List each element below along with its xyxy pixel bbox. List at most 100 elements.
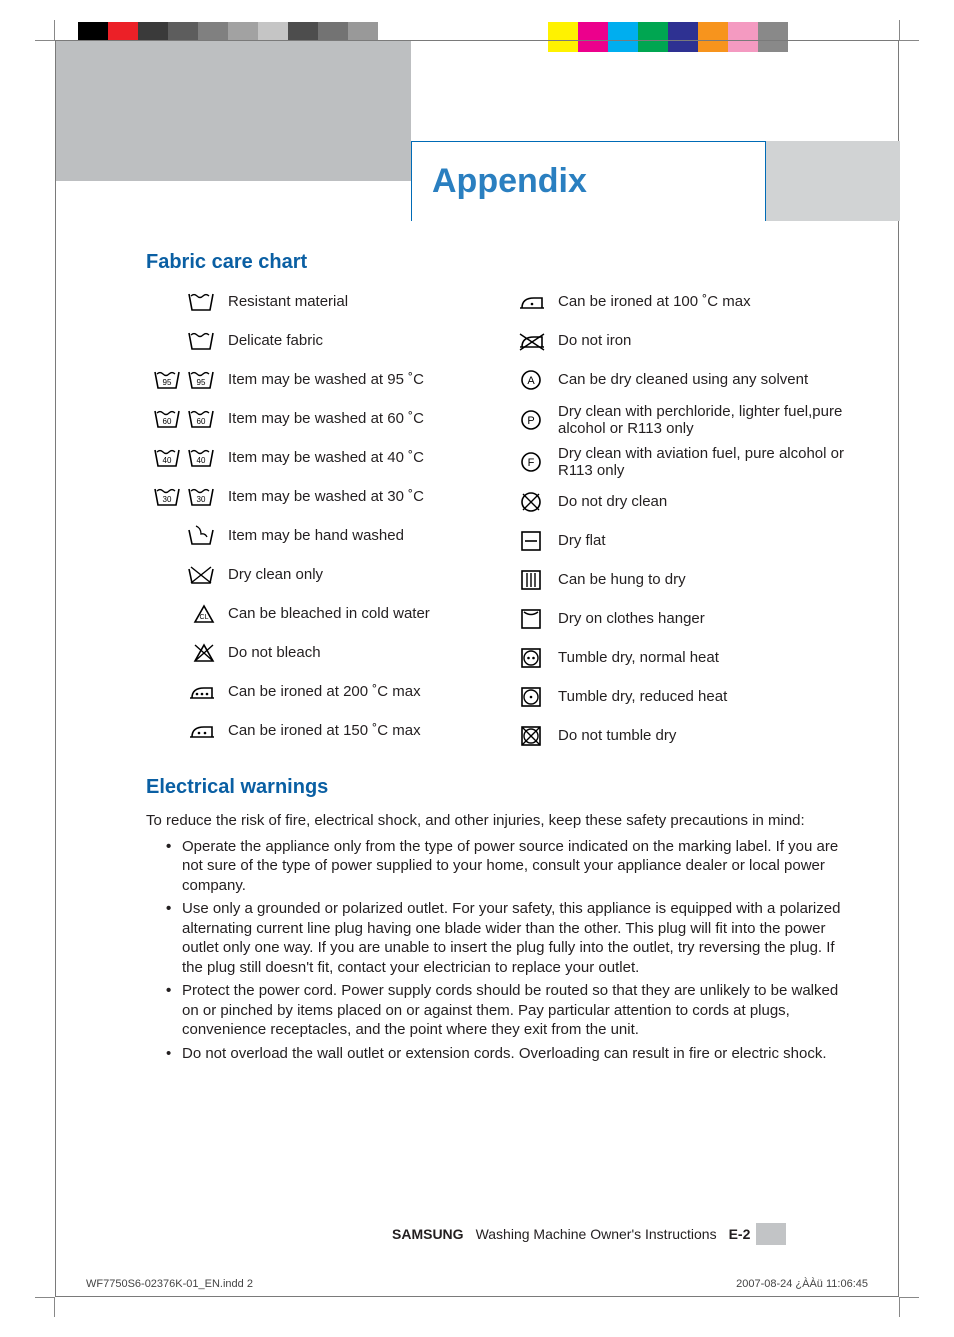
bleach-icon: CL: [146, 602, 216, 626]
chart-row: Can be hung to dry: [516, 564, 856, 596]
fabric-heading: Fabric care chart: [146, 251, 856, 274]
circle-f-icon: F: [516, 450, 546, 474]
no-tumble-icon: [516, 724, 546, 748]
chart-row: 60 60 Item may be washed at 60 ˚C: [146, 403, 486, 435]
chart-row: Can be ironed at 200 ˚C max: [146, 676, 486, 708]
chart-label: Resistant material: [228, 293, 348, 310]
hand-wash-icon: [146, 524, 216, 548]
chart-label: Can be bleached in cold water: [228, 605, 430, 622]
chart-row: Dry flat: [516, 525, 856, 557]
crop-mark: [35, 1297, 55, 1298]
chart-row: P Dry clean with perchloride, lighter fue…: [516, 403, 856, 438]
no-bleach-icon: [146, 641, 216, 665]
hanger-dry-icon: [516, 607, 546, 631]
chart-column-right: Can be ironed at 100 ˚C max Do not iron A C…: [516, 286, 856, 752]
chart-row: CL Can be bleached in cold water: [146, 598, 486, 630]
chart-row: Tumble dry, reduced heat: [516, 681, 856, 713]
tumble-2-icon: [516, 646, 546, 670]
tub-40-pair-icon: 40 40: [146, 446, 216, 470]
svg-text:60: 60: [163, 417, 172, 426]
fabric-care-chart: Resistant material Delicate fabric 95 95 Ite…: [146, 286, 856, 752]
chart-row: Do not iron: [516, 325, 856, 357]
appendix-title-box: Appendix: [411, 141, 766, 221]
chart-row: A Can be dry cleaned using any solvent: [516, 364, 856, 396]
warning-item: Use only a grounded or polarized outlet.…: [166, 899, 856, 977]
content-area: Fabric care chart Resistant material Deli…: [146, 251, 856, 1067]
svg-text:F: F: [528, 457, 535, 469]
dry-flat-icon: [516, 529, 546, 553]
warning-item: Operate the appliance only from the type…: [166, 837, 856, 896]
header-gray-band: [56, 41, 411, 181]
chart-label: Tumble dry, reduced heat: [558, 688, 727, 705]
dryclean-x-icon: [146, 563, 216, 587]
chart-row: 4040Item may be washed at 40 ˚C: [146, 442, 486, 474]
footer-bar: SAMSUNG Washing Machine Owner's Instruct…: [56, 1222, 898, 1246]
chart-row: Can be ironed at 100 ˚C max: [516, 286, 856, 318]
chart-label: Dry flat: [558, 532, 606, 549]
chart-label: Can be ironed at 100 ˚C max: [558, 293, 751, 310]
footer-doc: Washing Machine Owner's Instructions: [470, 1226, 723, 1242]
circle-a-icon: A: [516, 368, 546, 392]
svg-text:CL: CL: [200, 614, 209, 621]
svg-text:30: 30: [197, 495, 206, 504]
chart-row: Dry clean only: [146, 559, 486, 591]
chart-label: Dry clean only: [228, 566, 323, 583]
chart-label: Item may be washed at 95 ˚C: [228, 371, 424, 388]
warnings-heading: Electrical warnings: [146, 776, 856, 799]
footer-page: E-2: [723, 1226, 757, 1242]
chart-row: Do not bleach: [146, 637, 486, 669]
indd-timestamp: 2007-08-24 ¿ÀÀü 11:06:45: [736, 1278, 868, 1290]
tumble-1-icon: [516, 685, 546, 709]
chart-label: Tumble dry, normal heat: [558, 649, 719, 666]
chart-label: Can be dry cleaned using any solvent: [558, 371, 808, 388]
crop-mark: [54, 1297, 55, 1317]
chart-row: Delicate fabric: [146, 325, 486, 357]
no-dryclean-icon: [516, 490, 546, 514]
chart-row: 95 95 Item may be washed at 95 ˚C: [146, 364, 486, 396]
svg-text:60: 60: [197, 417, 206, 426]
svg-text:30: 30: [163, 495, 172, 504]
chart-label: Dry on clothes hanger: [558, 610, 705, 627]
chart-label: Delicate fabric: [228, 332, 323, 349]
chart-column-left: Resistant material Delicate fabric 95 95 Ite…: [146, 286, 486, 752]
chart-row: Do not dry clean: [516, 486, 856, 518]
chart-label: Dry clean with perchloride, lighter fuel…: [558, 403, 856, 438]
iron-3-icon: [146, 681, 216, 703]
tub-30-pair-icon: 30 30: [146, 485, 216, 509]
tub-icon: [146, 290, 216, 314]
chart-label: Dry clean with aviation fuel, pure alcoh…: [558, 445, 856, 480]
tub-60-pair-icon: 60 60: [146, 407, 216, 431]
svg-text:P: P: [527, 415, 534, 427]
chart-label: Do not dry clean: [558, 493, 667, 510]
appendix-title: Appendix: [432, 162, 587, 201]
chart-row: Resistant material: [146, 286, 486, 318]
page-frame: Appendix Fabric care chart Resistant mat…: [55, 40, 899, 1297]
svg-text:A: A: [527, 375, 535, 387]
chart-label: Do not bleach: [228, 644, 321, 661]
chart-label: Item may be hand washed: [228, 527, 404, 544]
crop-mark: [899, 20, 900, 40]
warning-item: Protect the power cord. Power supply cor…: [166, 981, 856, 1040]
crop-mark: [899, 1297, 900, 1317]
warnings-intro: To reduce the risk of fire, electrical s…: [146, 811, 856, 831]
chart-row: F Dry clean with aviation fuel, pure alco…: [516, 445, 856, 480]
chart-label: Item may be washed at 60 ˚C: [228, 410, 424, 427]
chart-row: Tumble dry, normal heat: [516, 642, 856, 674]
tub-icon: [146, 329, 216, 353]
svg-text:95: 95: [197, 378, 206, 387]
crop-mark: [35, 40, 55, 41]
svg-text:95: 95: [163, 378, 172, 387]
indd-filename: WF7750S6-02376K-01_EN.indd 2: [86, 1278, 253, 1290]
chart-label: Do not tumble dry: [558, 727, 676, 744]
chart-label: Can be hung to dry: [558, 571, 686, 588]
warning-item: Do not overload the wall outlet or exten…: [166, 1044, 856, 1064]
footer-brand: SAMSUNG: [386, 1226, 470, 1242]
hang-dry-icon: [516, 568, 546, 592]
svg-text:40: 40: [163, 456, 172, 465]
crop-mark: [899, 40, 919, 41]
svg-text:40: 40: [197, 456, 206, 465]
chart-row: Dry on clothes hanger: [516, 603, 856, 635]
crop-mark: [54, 20, 55, 40]
chart-label: Can be ironed at 150 ˚C max: [228, 722, 421, 739]
tub-95-pair-icon: 95 95: [146, 368, 216, 392]
